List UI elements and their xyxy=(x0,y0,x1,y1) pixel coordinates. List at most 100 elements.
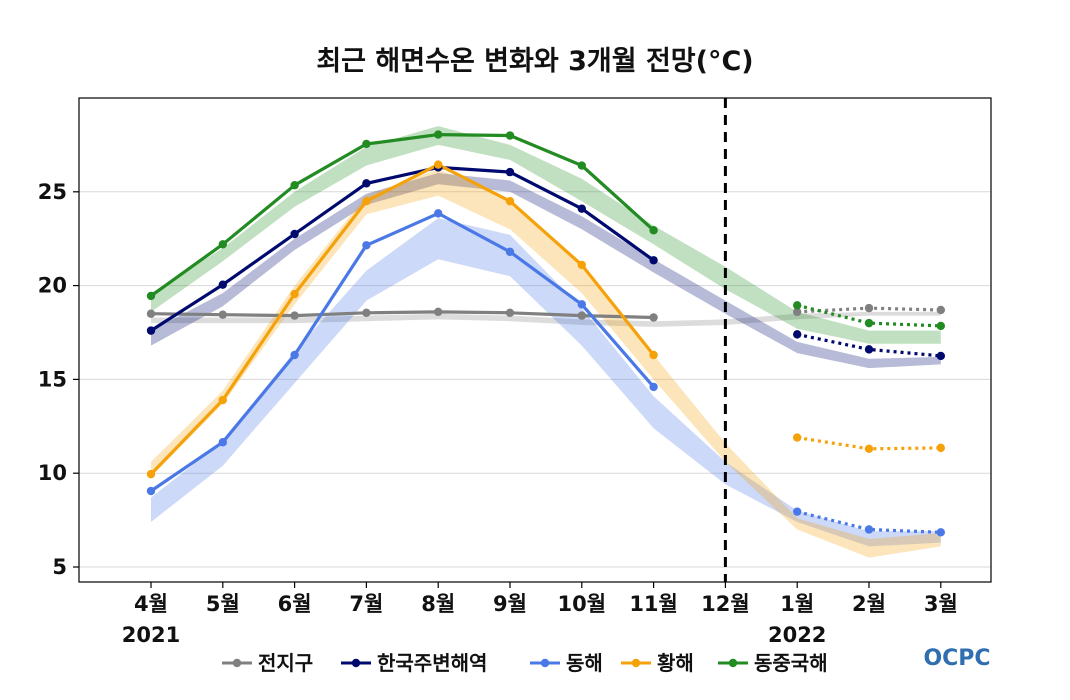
observed-point-동중국해-0 xyxy=(146,291,156,301)
observed-point-동중국해-4 xyxy=(434,130,443,139)
grid-lines xyxy=(79,191,991,568)
x-tick-label-6: 10월 xyxy=(558,592,607,616)
legend-item-전지구: 전지구 xyxy=(222,651,313,675)
observed-point-동해-7 xyxy=(649,382,658,392)
x-tick-label-2: 6월 xyxy=(278,592,312,616)
observed-point-황해-7 xyxy=(649,350,658,360)
legend-item-동해: 동해 xyxy=(530,651,603,675)
observed-point-동중국해-7 xyxy=(649,226,658,235)
observed-point-동중국해-3 xyxy=(362,139,371,149)
forecast-point-전지구-11 xyxy=(936,305,945,315)
forecast-point-한국주변해역-11 xyxy=(936,351,945,361)
legend-swatch-dot-전지구 xyxy=(232,658,242,668)
observed-point-전지구-2 xyxy=(290,311,299,320)
y-tick-label-15: 15 xyxy=(38,367,67,391)
observed-point-전지구-6 xyxy=(577,311,586,320)
forecast-point-전지구-10 xyxy=(864,303,874,313)
x-tick-label-4: 8월 xyxy=(421,592,455,616)
ocpc-logo: OCPC xyxy=(923,646,990,671)
observed-point-황해-4 xyxy=(434,160,443,169)
legend-swatch-dot-동해 xyxy=(540,658,550,668)
observed-point-동해-4 xyxy=(434,209,443,218)
observed-line-전지구 xyxy=(150,310,654,320)
observed-point-전지구-0 xyxy=(146,309,156,318)
year-label-2022: 2022 xyxy=(768,623,826,647)
normal-band-황해 xyxy=(151,169,941,558)
observed-point-황해-6 xyxy=(577,260,586,270)
forecast-point-황해-9 xyxy=(793,433,802,442)
legend-item-한국주변해역: 한국주변해역 xyxy=(341,651,487,675)
observed-point-전지구-5 xyxy=(505,308,515,317)
observed-point-전지구-3 xyxy=(362,308,371,317)
normal-band-동해 xyxy=(151,218,941,547)
legend-swatch-dot-한국주변해역 xyxy=(351,658,361,668)
observed-point-전지구-1 xyxy=(218,310,227,319)
observed-point-전지구-7 xyxy=(649,313,658,322)
y-tick-label-5: 5 xyxy=(52,555,67,579)
forecast-point-한국주변해역-9 xyxy=(793,330,802,339)
observed-line-한국주변해역 xyxy=(150,165,655,332)
x-tick-label-10: 2월 xyxy=(852,592,886,616)
observed-point-동해-3 xyxy=(362,241,371,250)
normal-band-전지구 xyxy=(151,311,941,327)
forecast-point-황해-10 xyxy=(864,444,874,454)
forecast-point-전지구-9 xyxy=(793,307,802,317)
x-tick-label-11: 3월 xyxy=(924,592,958,616)
forecast-point-동중국해-9 xyxy=(793,301,802,310)
forecast-line-동해 xyxy=(796,510,941,534)
forecast-line-동중국해 xyxy=(796,303,941,328)
forecast-line-한국주변해역 xyxy=(796,332,941,358)
legend-label-동중국해: 동중국해 xyxy=(754,651,828,675)
x-tick-label-1: 5월 xyxy=(206,592,240,616)
y-tick-label-10: 10 xyxy=(38,461,67,485)
observed-point-동해-1 xyxy=(218,438,227,447)
normal-band-한국주변해역 xyxy=(151,173,941,369)
normal-range-bands xyxy=(151,126,941,558)
y-tick-label-25: 25 xyxy=(38,180,67,204)
axes: 5 10 15 20 25 4월 5월 6월 7월 8월 9월 10월 11월 12월 1월 2월 3월 2021… xyxy=(38,180,958,647)
x-tick-label-7: 11월 xyxy=(629,592,678,616)
observed-point-동중국해-5 xyxy=(505,131,515,140)
observed-point-황해-3 xyxy=(362,196,371,206)
x-tick-label-5: 9월 xyxy=(493,592,527,616)
observed-point-동해-5 xyxy=(505,247,515,257)
observed-point-동해-0 xyxy=(146,486,156,496)
forecast-point-동해-9 xyxy=(793,507,802,516)
observed-point-한국주변해역-6 xyxy=(577,204,586,213)
observed-point-한국주변해역-2 xyxy=(290,229,299,239)
observed-point-전지구-4 xyxy=(434,307,443,317)
observed-point-동중국해-1 xyxy=(218,240,227,249)
observed-point-한국주변해역-1 xyxy=(218,280,227,289)
legend-item-동중국해: 동중국해 xyxy=(718,651,828,675)
forecast-point-동중국해-10 xyxy=(864,318,874,328)
observed-point-한국주변해역-0 xyxy=(146,326,156,335)
observed-point-동중국해-6 xyxy=(577,161,586,170)
year-label-2021: 2021 xyxy=(122,623,180,647)
x-tick-label-8: 12월 xyxy=(701,592,750,616)
chart-title: 최근 해면수온 변화와 3개월 전망(°C) xyxy=(316,46,753,77)
x-tick-label-9: 1월 xyxy=(780,592,814,616)
observed-line-동해 xyxy=(150,211,655,493)
observed-point-황해-1 xyxy=(218,395,227,405)
observed-point-동해-2 xyxy=(290,350,299,360)
observed-point-동해-6 xyxy=(577,300,586,309)
normal-band-동중국해 xyxy=(151,126,941,344)
plot-frame xyxy=(78,97,992,583)
observed-point-황해-0 xyxy=(146,469,156,479)
x-tick-label-0: 4월 xyxy=(134,592,168,616)
observed-point-한국주변해역-5 xyxy=(505,167,515,177)
observed-point-황해-2 xyxy=(290,289,299,299)
x-tick-label-3: 7월 xyxy=(349,592,383,616)
observed-point-동중국해-2 xyxy=(290,181,299,190)
observed-point-한국주변해역-3 xyxy=(362,179,371,188)
legend-label-전지구: 전지구 xyxy=(258,651,313,675)
forecast-point-동해-10 xyxy=(864,525,874,534)
legend-swatch-dot-황해 xyxy=(631,658,641,668)
forecast-point-동해-11 xyxy=(936,528,945,537)
legend-label-동해: 동해 xyxy=(566,651,603,675)
forecast-point-동중국해-11 xyxy=(936,321,945,331)
legend-swatch-dot-동중국해 xyxy=(728,658,738,668)
y-tick-label-20: 20 xyxy=(38,274,67,298)
legend-label-한국주변해역: 한국주변해역 xyxy=(377,651,487,675)
